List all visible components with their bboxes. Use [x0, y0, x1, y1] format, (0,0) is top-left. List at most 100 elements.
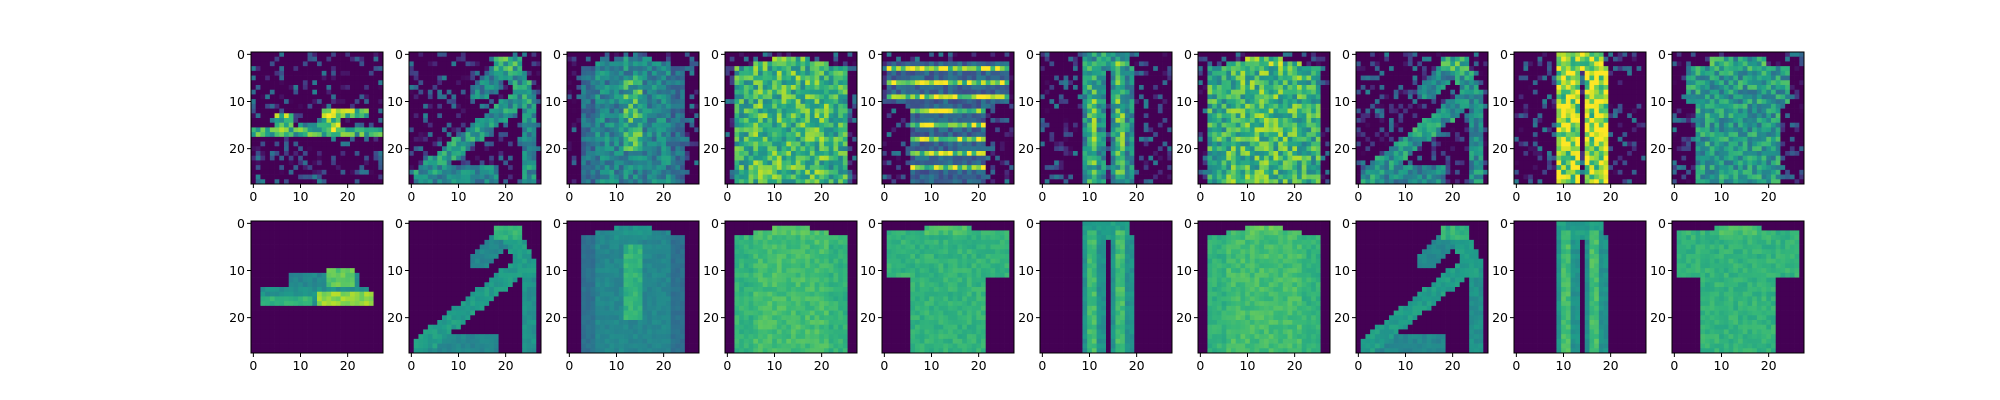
pixel-cell: [317, 85, 323, 91]
pixel-cell: [255, 122, 261, 128]
pixel-cell: [962, 132, 968, 138]
pixel-cell: [915, 169, 921, 175]
pixel-cell: [985, 136, 991, 142]
pixel-cell: [1120, 85, 1126, 91]
pixel-cell: [302, 169, 308, 175]
pixel-cell: [1124, 89, 1130, 95]
pixel-cell: [326, 146, 332, 152]
pixel-cell: [1063, 113, 1069, 119]
pixel-cell: [475, 108, 481, 114]
pixel-cell: [990, 103, 996, 109]
pixel-cell: [924, 80, 930, 86]
pixel-cell: [1254, 66, 1260, 72]
pixel-cell: [985, 155, 991, 161]
pixel-cell: [633, 132, 639, 138]
pixel-cell: [929, 136, 935, 142]
pixel-cell: [647, 127, 653, 133]
pixel-cell: [288, 136, 294, 142]
pixel-cell: [595, 94, 601, 100]
pixel-cell: [642, 99, 648, 105]
pixel-cell: [1216, 75, 1222, 81]
pixel-cell: [260, 108, 266, 114]
pixel-cell: [1044, 122, 1050, 128]
pixel-cell: [739, 113, 745, 119]
pixel-cell: [915, 103, 921, 109]
pixel-cell: [847, 94, 853, 100]
pixel-cell: [1301, 56, 1307, 62]
pixel-cell: [364, 80, 370, 86]
pixel-cell: [364, 127, 370, 133]
pixel-cell: [1054, 85, 1060, 91]
pixel-cell: [354, 174, 360, 180]
pixel-cell: [567, 61, 573, 67]
pixel-cell: [637, 179, 643, 185]
pixel-cell: [819, 127, 825, 133]
pixel-cell: [503, 94, 509, 100]
pixel-cell: [1101, 127, 1107, 133]
pixel-cell: [647, 61, 653, 67]
pixel-cell: [767, 75, 773, 81]
pixel-cell: [905, 179, 911, 185]
pixel-cell: [642, 52, 648, 58]
pixel-cell: [255, 108, 261, 114]
pixel-cell: [251, 146, 257, 152]
pixel-cell: [585, 66, 591, 72]
pixel-cell: [576, 52, 582, 58]
pixel-cell: [531, 52, 537, 58]
pixel-cell: [585, 132, 591, 138]
pixel-cell: [694, 122, 700, 128]
pixel-cell: [1124, 94, 1130, 100]
pixel-cell: [1091, 141, 1097, 147]
pixel-cell: [1091, 146, 1097, 152]
pixel-cell: [595, 113, 601, 119]
pixel-cell: [924, 141, 930, 147]
pixel-cell: [1082, 179, 1088, 185]
pixel-cell: [995, 113, 1001, 119]
pixel-cell: [684, 118, 690, 124]
pixel-cell: [882, 85, 888, 91]
axes-frame: [724, 51, 858, 185]
pixel-cell: [1040, 94, 1046, 100]
pixel-cell: [1134, 99, 1140, 105]
pixel-cell: [1054, 151, 1060, 157]
pixel-cell: [451, 75, 457, 81]
pixel-cell: [781, 165, 787, 171]
pixel-cell: [526, 52, 532, 58]
pixel-cell: [962, 80, 968, 86]
pixel-cell: [531, 113, 537, 119]
pixel-cell: [345, 75, 351, 81]
pixel-cell: [642, 165, 648, 171]
pixel-cell: [824, 141, 830, 147]
pixel-cell: [618, 66, 624, 72]
pixel-cell: [1134, 103, 1140, 109]
pixel-cell: [604, 136, 610, 142]
pixel-cell: [1139, 56, 1145, 62]
pixel-cell: [581, 155, 587, 161]
pixel-cell: [995, 155, 1001, 161]
pixel-cell: [255, 113, 261, 119]
pixel-cell: [1110, 151, 1116, 157]
pixel-cell: [952, 89, 958, 95]
pixel-cell: [1115, 66, 1121, 72]
pixel-cell: [364, 61, 370, 67]
pixel-cell: [1120, 179, 1126, 185]
pixel-cell: [446, 113, 452, 119]
pixel-cell: [1058, 118, 1064, 124]
pixel-cell: [1120, 127, 1126, 133]
pixel-cell: [1139, 94, 1145, 100]
pixel-cell: [767, 146, 773, 152]
pixel-cell: [364, 136, 370, 142]
pixel-cell: [437, 146, 443, 152]
pixel-cell: [743, 99, 749, 105]
pixel-cell: [1110, 80, 1116, 86]
pixel-cell: [1077, 141, 1083, 147]
pixel-cell: [354, 132, 360, 138]
pixel-cell: [517, 94, 523, 100]
pixel-cell: [526, 80, 532, 86]
pixel-cell: [465, 179, 471, 185]
pixel-cell: [772, 169, 778, 175]
pixel-cell: [1054, 75, 1060, 81]
pixel-cell: [326, 70, 332, 76]
pixel-cell: [670, 132, 676, 138]
pixel-cell: [1129, 108, 1135, 114]
